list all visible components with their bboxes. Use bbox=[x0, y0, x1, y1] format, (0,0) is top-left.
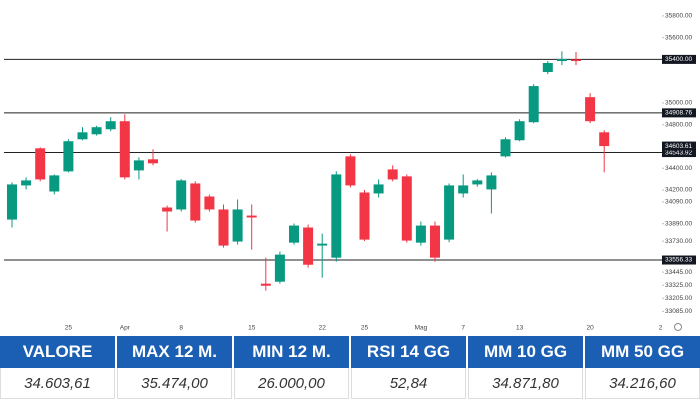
price-line-label: 34543.92 bbox=[665, 149, 692, 156]
value-cell: 52,84 bbox=[351, 368, 466, 399]
candle-body bbox=[148, 159, 158, 164]
candle-body bbox=[444, 185, 455, 240]
y-tick-label: 33445.00 bbox=[665, 269, 692, 276]
candle-body bbox=[585, 97, 596, 122]
x-tick-label: 25 bbox=[361, 325, 369, 332]
price-line-box bbox=[662, 148, 696, 158]
candle-body bbox=[599, 132, 610, 147]
chart: 35800.00 35600.00 35000.00 34800.00 34400.00… bbox=[4, 13, 696, 332]
x-tick-label: 13 bbox=[516, 325, 524, 332]
candle-body bbox=[63, 141, 74, 172]
header-cell: VALORE bbox=[0, 336, 115, 368]
candle-body bbox=[232, 209, 243, 242]
y-tick-label: 33325.00 bbox=[665, 282, 692, 289]
candle-body bbox=[289, 225, 299, 243]
candle-body bbox=[204, 196, 215, 210]
candle-body bbox=[458, 185, 469, 194]
candle-body bbox=[91, 127, 102, 135]
y-tick-label: 35000.00 bbox=[665, 100, 692, 107]
price-line-label: 34908.76 bbox=[665, 110, 692, 117]
y-tick-label: 34400.00 bbox=[665, 165, 692, 172]
candle-body bbox=[331, 174, 342, 258]
candle-body bbox=[303, 227, 314, 265]
candle-body bbox=[35, 148, 46, 180]
x-tick-label: 7 bbox=[461, 325, 465, 332]
value-cell: 26.000,00 bbox=[234, 368, 349, 399]
candle-body bbox=[387, 169, 398, 180]
value-cell: 34.871,80 bbox=[468, 368, 583, 399]
candle-body bbox=[260, 283, 271, 286]
y-tick-label: 33890.00 bbox=[665, 220, 692, 227]
y-tick-label: 34090.00 bbox=[665, 199, 692, 206]
y-tick-label: 34800.00 bbox=[665, 121, 692, 128]
header-cell: RSI 14 GG bbox=[351, 336, 466, 368]
price-line-box bbox=[662, 108, 696, 118]
candle-body bbox=[542, 62, 553, 73]
candle-body bbox=[571, 59, 581, 62]
price-line-box bbox=[662, 54, 696, 64]
candle-body bbox=[49, 175, 60, 192]
candle-body bbox=[359, 192, 370, 240]
x-tick-label: Mag bbox=[415, 325, 428, 332]
x-tick-label: Apr bbox=[120, 325, 131, 332]
candle-body bbox=[401, 176, 412, 241]
header-cell: MIN 12 M. bbox=[234, 336, 349, 368]
settings-icon[interactable] bbox=[674, 323, 682, 331]
candle-body bbox=[105, 121, 116, 130]
x-tick-label: 2 bbox=[659, 325, 663, 332]
y-tick-label: 33085.00 bbox=[665, 308, 692, 315]
x-tick-label: 15 bbox=[248, 325, 256, 332]
stats-table: VALORE MAX 12 M. MIN 12 M. RSI 14 GG MM … bbox=[0, 336, 700, 399]
candle-body bbox=[317, 243, 328, 246]
header-cell: MAX 12 M. bbox=[117, 336, 232, 368]
last-price-label: 34603.61 bbox=[665, 143, 692, 150]
header-cell: MM 50 GG bbox=[585, 336, 700, 368]
y-tick-label: 33730.00 bbox=[665, 238, 692, 245]
y-tick-label: 33205.00 bbox=[665, 295, 692, 302]
y-tick-label: 34200.00 bbox=[665, 187, 692, 194]
candle-body bbox=[21, 180, 32, 186]
candle-body bbox=[486, 175, 497, 190]
header-cell: MM 10 GG bbox=[468, 336, 583, 368]
candle-body bbox=[345, 156, 356, 186]
candle-body bbox=[246, 215, 257, 218]
candle-body bbox=[7, 184, 17, 220]
value-cell: 34.216,60 bbox=[585, 368, 700, 399]
x-tick-label: 22 bbox=[319, 325, 327, 332]
last-price-box bbox=[662, 141, 696, 151]
candle-body bbox=[556, 58, 567, 62]
price-line-label: 35400.00 bbox=[665, 56, 692, 63]
candle-body bbox=[176, 180, 187, 210]
candle-body bbox=[218, 209, 229, 246]
candle-body bbox=[373, 184, 384, 194]
x-tick-label: 20 bbox=[586, 325, 594, 332]
candle-body bbox=[472, 180, 483, 185]
candle-body bbox=[415, 225, 426, 243]
candle-body bbox=[77, 132, 88, 140]
candle-body bbox=[119, 121, 130, 178]
candle-body bbox=[133, 160, 144, 171]
price-line-label: 33556.33 bbox=[665, 257, 692, 264]
candle-body bbox=[514, 121, 525, 141]
candle-body bbox=[274, 254, 285, 282]
x-tick-label: 8 bbox=[179, 325, 183, 332]
y-tick-label: 35600.00 bbox=[665, 34, 692, 41]
candle-body bbox=[430, 225, 440, 258]
candle-body bbox=[528, 86, 539, 123]
value-cell: 34.603,61 bbox=[0, 368, 115, 399]
y-tick-label: 35800.00 bbox=[665, 13, 692, 20]
candle-body bbox=[500, 139, 511, 157]
x-tick-label: 25 bbox=[65, 325, 73, 332]
price-line-box bbox=[662, 255, 696, 265]
value-cell: 35.474,00 bbox=[117, 368, 232, 399]
candle-body bbox=[162, 207, 173, 212]
candle-body bbox=[190, 183, 201, 221]
